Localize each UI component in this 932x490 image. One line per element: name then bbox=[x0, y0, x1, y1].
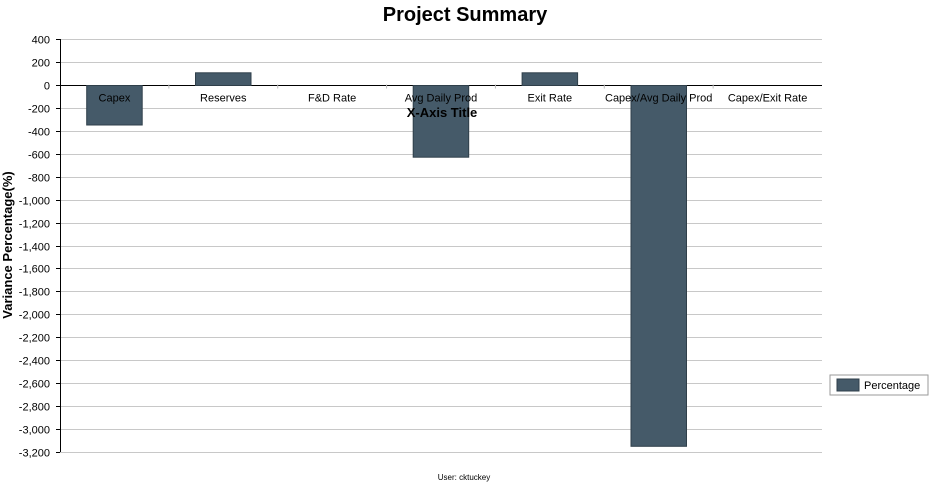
y-tick-label: -1,800 bbox=[19, 287, 50, 299]
y-axis-label: Variance Percentage(%) bbox=[0, 171, 15, 318]
bar bbox=[630, 85, 687, 447]
y-tick-label: -800 bbox=[28, 173, 50, 185]
y-tick-label: -2,000 bbox=[19, 310, 50, 322]
y-tick-label: 400 bbox=[32, 35, 50, 47]
y-tick-label: 200 bbox=[32, 58, 50, 70]
bar bbox=[521, 72, 579, 87]
x-tick-label: Avg Daily Prod bbox=[405, 93, 478, 105]
y-tick-label: -1,200 bbox=[19, 219, 50, 231]
y-tick-label: 0 bbox=[44, 81, 50, 93]
y-tick-label: -3,000 bbox=[19, 425, 50, 437]
chart-title: Project Summary bbox=[383, 4, 548, 26]
y-tick-label: -200 bbox=[28, 104, 50, 116]
y-tick-label: -2,400 bbox=[19, 356, 50, 368]
footer-user: User: cktuckey bbox=[438, 473, 490, 482]
y-tick-labels: 400 200 0 -200 -400 -600 -800 -1,000 -1,200 -1,40… bbox=[19, 35, 50, 460]
x-tick-label: Exit Rate bbox=[528, 93, 573, 105]
x-tick-label: Capex/Avg Daily Prod bbox=[605, 93, 712, 105]
y-tick-label: -2,600 bbox=[19, 379, 50, 391]
y-tick-label: -2,800 bbox=[19, 402, 50, 414]
grid-lines bbox=[60, 39, 822, 453]
y-tick-label: -2,200 bbox=[19, 333, 50, 345]
legend-label: Percentage bbox=[864, 380, 920, 392]
y-tick-label: -1,400 bbox=[19, 242, 50, 254]
x-tick-label: Reserves bbox=[200, 93, 247, 105]
y-tick-label: -600 bbox=[28, 150, 50, 162]
y-tick-label: -3,200 bbox=[19, 448, 50, 460]
x-tick-labels: Capex Reserves F&D Rate Avg Daily Prod Exit … bbox=[99, 93, 808, 105]
x-axis-label: X-Axis Title bbox=[407, 105, 478, 120]
bar bbox=[195, 72, 252, 87]
x-tick-label: Capex/Exit Rate bbox=[728, 93, 807, 105]
y-tick-label: -1,600 bbox=[19, 264, 50, 276]
bar bbox=[86, 85, 143, 126]
x-tick-label: Capex bbox=[99, 93, 131, 105]
y-tick-label: -1,000 bbox=[19, 196, 50, 208]
bars bbox=[86, 72, 687, 447]
x-tick-label: F&D Rate bbox=[308, 93, 356, 105]
legend-swatch bbox=[836, 378, 860, 392]
y-tick-label: -400 bbox=[28, 127, 50, 139]
bar bbox=[412, 85, 470, 158]
legend: Percentage bbox=[829, 374, 929, 396]
